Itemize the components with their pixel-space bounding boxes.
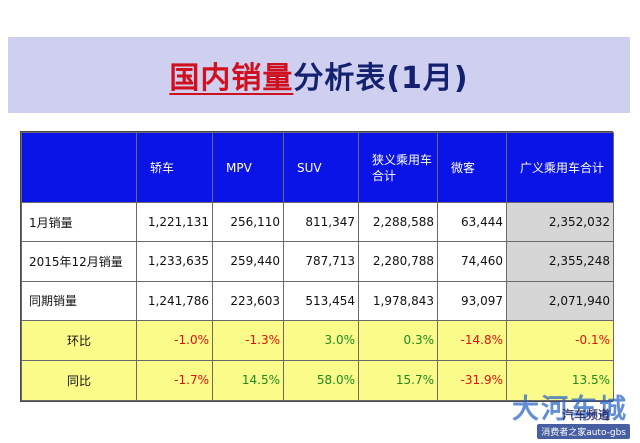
header-cell-minivan: 微客 xyxy=(437,131,507,204)
header-cell-narrow-total: 狭义乘用车合计 xyxy=(358,131,438,204)
ratio-cell: 58.0% xyxy=(283,359,359,402)
ratio-cell: -31.9% xyxy=(437,359,507,402)
header-cell-mpv: MPV xyxy=(212,131,284,204)
header-cell-sedan: 轿车 xyxy=(136,131,213,204)
table-cell-total: 2,071,940 xyxy=(506,280,614,321)
table-row: 2015年12月销量 1,233,635 259,440 787,713 2,2… xyxy=(21,241,614,282)
table-cell: 1,233,635 xyxy=(136,241,213,282)
table-cell: 787,713 xyxy=(283,241,359,282)
watermark-main: 大河车城 xyxy=(512,394,628,425)
sales-table-frame: 轿车 MPV SUV 狭义乘用车合计 微客 广义乘用车合计 1月销量 1,221… xyxy=(20,131,614,402)
row-label: 2015年12月销量 xyxy=(21,241,137,282)
table-cell: 1,221,131 xyxy=(136,202,213,243)
watermark-logo: 大河车城 汽车频道 消费者之家auto-gbs xyxy=(492,387,632,439)
sales-analysis-table: 轿车 MPV SUV 狭义乘用车合计 微客 广义乘用车合计 1月销量 1,221… xyxy=(21,131,614,402)
ratio-cell: 13.5% xyxy=(506,359,614,402)
watermark-sub: 汽车频道 xyxy=(561,408,610,422)
table-row: 同期销量 1,241,786 223,603 513,454 1,978,843… xyxy=(21,280,614,321)
table-cell: 2,288,588 xyxy=(358,202,438,243)
header-cell-broad-total: 广义乘用车合计 xyxy=(506,131,614,204)
ratio-cell: 0.3% xyxy=(358,319,438,361)
table-row: 1月销量 1,221,131 256,110 811,347 2,288,588… xyxy=(21,202,614,243)
table-cell: 256,110 xyxy=(212,202,284,243)
title-part-1: 国内销量 xyxy=(169,61,294,96)
watermark-url: 消费者之家auto-gbs xyxy=(537,424,630,439)
title-band: 国内销量分析表(1月) xyxy=(8,37,630,113)
table-cell: 223,603 xyxy=(212,280,284,321)
page-title: 国内销量分析表(1月) xyxy=(169,53,468,97)
row-label: 环比 xyxy=(21,319,137,361)
table-cell-total: 2,352,032 xyxy=(506,202,614,243)
table-cell: 74,460 xyxy=(437,241,507,282)
ratio-cell: 3.0% xyxy=(283,319,359,361)
ratio-cell: -1.7% xyxy=(136,359,213,402)
title-part-2: 分析表(1月) xyxy=(293,61,469,96)
table-header-row: 轿车 MPV SUV 狭义乘用车合计 微客 广义乘用车合计 xyxy=(21,131,614,204)
ratio-cell: -0.1% xyxy=(506,319,614,361)
table-cell: 811,347 xyxy=(283,202,359,243)
ratio-row-mom: 环比 -1.0% -1.3% 3.0% 0.3% -14.8% -0.1% xyxy=(21,319,614,361)
ratio-cell: 14.5% xyxy=(212,359,284,402)
table-cell: 513,454 xyxy=(283,280,359,321)
ratio-cell: -1.3% xyxy=(212,319,284,361)
header-cell-corner xyxy=(21,131,137,204)
table-cell: 259,440 xyxy=(212,241,284,282)
row-label: 同期销量 xyxy=(21,280,137,321)
row-label: 同比 xyxy=(21,359,137,402)
table-cell: 63,444 xyxy=(437,202,507,243)
ratio-cell: 15.7% xyxy=(358,359,438,402)
table-cell: 1,241,786 xyxy=(136,280,213,321)
header-cell-suv: SUV xyxy=(283,131,359,204)
table-cell: 2,280,788 xyxy=(358,241,438,282)
ratio-cell: -1.0% xyxy=(136,319,213,361)
ratio-cell: -14.8% xyxy=(437,319,507,361)
row-label: 1月销量 xyxy=(21,202,137,243)
table-cell: 1,978,843 xyxy=(358,280,438,321)
table-cell: 93,097 xyxy=(437,280,507,321)
ratio-row-yoy: 同比 -1.7% 14.5% 58.0% 15.7% -31.9% 13.5% xyxy=(21,359,614,402)
table-cell-total: 2,355,248 xyxy=(506,241,614,282)
